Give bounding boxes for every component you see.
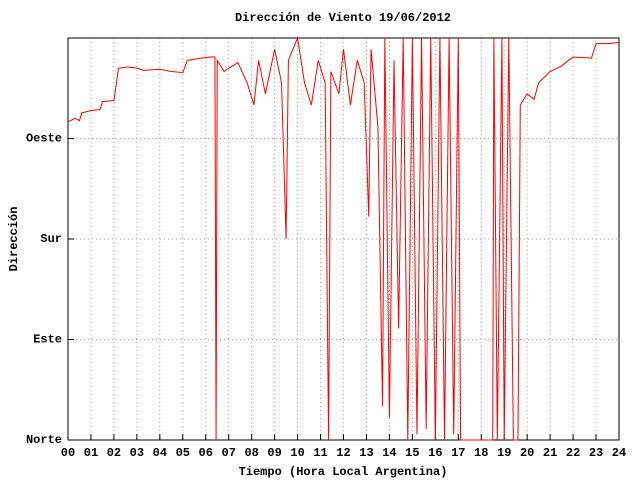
y-tick-label: Este	[33, 333, 62, 347]
x-tick-label: 04	[153, 446, 167, 460]
x-tick-label: 23	[589, 446, 603, 460]
x-tick-label: 00	[61, 446, 75, 460]
x-tick-label: 01	[84, 446, 98, 460]
chart-title: Dirección de Viento 19/06/2012	[235, 11, 451, 25]
x-axis-label: Tiempo (Hora Local Argentina)	[239, 465, 448, 479]
x-tick-label: 22	[566, 446, 580, 460]
x-tick-label: 20	[520, 446, 534, 460]
x-tick-label: 24	[612, 446, 626, 460]
x-tick-label: 06	[199, 446, 213, 460]
x-tick-label: 02	[107, 446, 121, 460]
x-tick-label: 05	[176, 446, 190, 460]
x-tick-label: 09	[267, 446, 281, 460]
x-tick-label: 16	[428, 446, 442, 460]
x-tick-label: 10	[290, 446, 304, 460]
x-tick-label: 19	[497, 446, 511, 460]
plot-frame	[67, 37, 620, 441]
x-tick-label: 12	[336, 446, 350, 460]
x-tick-label: 13	[359, 446, 373, 460]
x-tick-label: 07	[222, 446, 236, 460]
y-tick-label: Norte	[26, 433, 62, 447]
y-tick-label: Oeste	[26, 132, 62, 146]
y-tick-label: Sur	[40, 232, 62, 246]
x-tick-label: 18	[474, 446, 488, 460]
data-line	[67, 36, 620, 441]
x-tick-label: 11	[313, 446, 327, 460]
x-tick-label: 15	[405, 446, 419, 460]
y-axis-label: Dirección	[7, 207, 21, 272]
x-tick-label: 17	[451, 446, 465, 460]
x-tick-label: 21	[543, 446, 557, 460]
x-tick-label: 08	[244, 446, 258, 460]
x-tick-label: 14	[382, 446, 396, 460]
x-tick-label: 03	[130, 446, 144, 460]
